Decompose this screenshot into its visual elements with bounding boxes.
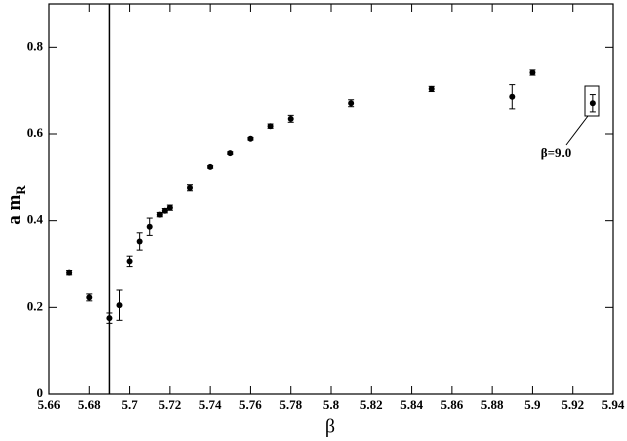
y-tick-label: 0.2 [27, 298, 43, 313]
data-point [136, 238, 143, 245]
data-point [156, 211, 163, 218]
data-point [207, 163, 214, 170]
y-tick-label: 0.6 [27, 125, 44, 140]
x-tick-label: 5.66 [38, 397, 61, 412]
data-point [86, 294, 93, 301]
y-tick-label: 0 [37, 385, 44, 400]
x-tick-label: 5.78 [279, 397, 302, 412]
x-tick-label: 5.92 [561, 397, 584, 412]
data-point [247, 135, 254, 142]
annotation-pointer [565, 115, 589, 146]
data-point [161, 207, 168, 214]
data-point [428, 85, 435, 92]
data-point [589, 100, 596, 107]
data-point [509, 93, 516, 100]
data-point [287, 115, 294, 122]
x-tick-label: 5.7 [121, 397, 138, 412]
plot-frame [48, 3, 614, 395]
x-tick-label: 5.72 [158, 397, 181, 412]
y-axis-label-sub: R [13, 185, 28, 195]
data-point [267, 123, 274, 130]
data-point [227, 150, 234, 157]
y-tick-label: 0.8 [27, 38, 44, 53]
data-point [348, 100, 355, 107]
x-tick-label: 5.94 [602, 397, 625, 412]
data-point [529, 69, 536, 76]
data-point [106, 315, 113, 322]
annotation: β=9.0 [541, 145, 572, 160]
x-axis-label: β [325, 416, 335, 438]
x-tick-label: 5.82 [360, 397, 383, 412]
data-point [66, 269, 73, 276]
data-point [146, 223, 153, 230]
x-tick-label: 5.86 [440, 397, 463, 412]
y-tick-label: 0.4 [27, 212, 44, 227]
x-tick-label: 5.8 [323, 397, 340, 412]
annotation-box [584, 85, 600, 117]
x-tick-label: 5.84 [400, 397, 423, 412]
x-tick-label: 5.76 [239, 397, 262, 412]
data-point [187, 184, 193, 191]
y-axis-label: a mR [4, 185, 28, 225]
data-point [126, 258, 133, 265]
y-axis-label-main: a m [4, 194, 25, 224]
x-tick-label: 5.74 [199, 397, 222, 412]
data-point [166, 204, 173, 211]
x-tick-label: 5.88 [481, 397, 504, 412]
x-tick-label: 5.9 [524, 397, 541, 412]
data-point [116, 302, 123, 309]
x-tick-label: 5.68 [78, 397, 101, 412]
